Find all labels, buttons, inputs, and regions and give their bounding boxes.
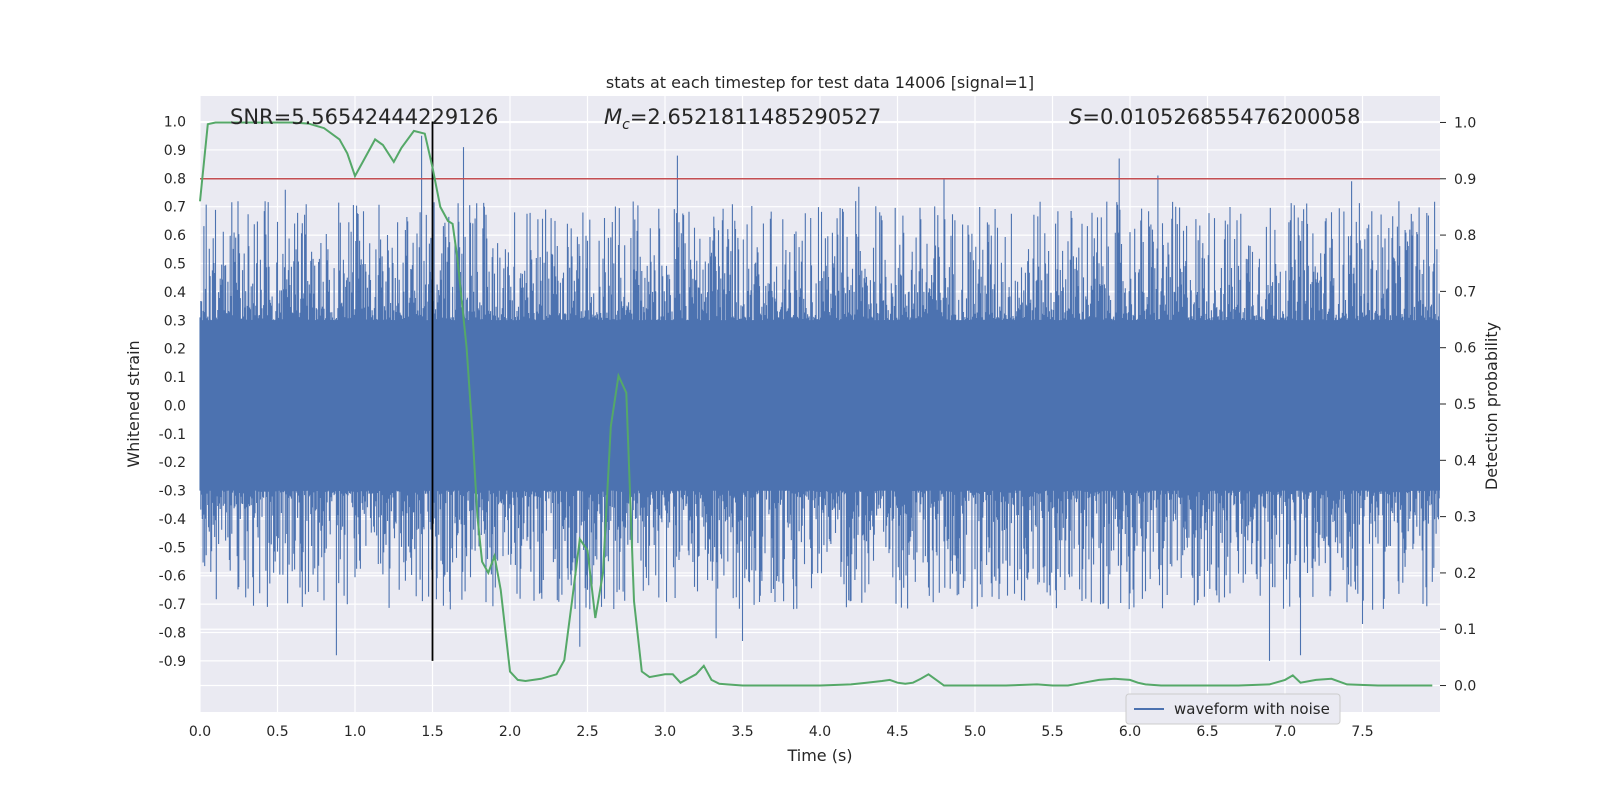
y2-tick-label: 0.5 [1454, 397, 1476, 413]
x-tick-label: 3.5 [731, 724, 753, 740]
ticks: 0.0 0.5 1.0 1.5 2.0 2.5 3.0 3.5 4.0 4.5 5.0 5.5 6.0 6… [159, 115, 1477, 740]
annotation-mc: Mc=2.6521811485290527 [604, 105, 881, 133]
y2-tick-label: 0.9 [1454, 172, 1476, 188]
y-tick-label: -0.7 [159, 597, 186, 613]
chart-title: stats at each timestep for test data 140… [606, 73, 1034, 92]
y2-tick-label: 0.2 [1454, 566, 1476, 582]
legend-box [1125, 693, 1341, 725]
x-tick-label: 6.0 [1119, 724, 1141, 740]
x-tick-label: 5.5 [1041, 724, 1063, 740]
probability-series [199, 121, 1433, 687]
y2-tick-label: 0.4 [1454, 453, 1476, 469]
y-tick-label: -0.5 [159, 540, 186, 556]
y-tick-label: -0.8 [159, 626, 186, 642]
y-tick-label: -0.6 [159, 569, 186, 585]
legend: waveform with noise [1125, 693, 1341, 725]
y-tick-label: -0.3 [159, 484, 186, 500]
overlays [200, 121, 1440, 661]
x-tick-label: 3.0 [654, 724, 676, 740]
annotation-s-symbol: S [1069, 105, 1082, 129]
x-tick-label: 2.5 [576, 724, 598, 740]
y-tick-label: -0.2 [159, 455, 186, 471]
x-tick-label: 2.0 [499, 724, 521, 740]
annotation-s-value: =0.010526855476200058 [1082, 105, 1360, 129]
y-tick-label: 0.8 [164, 171, 186, 187]
y-tick-label: 0.1 [164, 370, 186, 386]
x-tick-label: 1.0 [344, 724, 366, 740]
x-axis-label: Time (s) [786, 746, 852, 765]
annotation-mc-value: =2.6521811485290527 [630, 105, 881, 129]
y2-tick-label: 1.0 [1454, 115, 1476, 131]
y-tick-label: 0.6 [164, 228, 186, 244]
annotation-mc-symbol: M [604, 105, 622, 129]
waveform-line [199, 135, 1440, 661]
probability-line [199, 121, 1433, 687]
y2-tick-label: 0.3 [1454, 510, 1476, 526]
legend-entry: waveform with noise [1174, 700, 1330, 718]
y2-tick-label: 0.8 [1454, 228, 1476, 244]
x-tick-label: 4.0 [809, 724, 831, 740]
x-tick-label: 6.5 [1196, 724, 1218, 740]
y2-tick-label: 0.6 [1454, 341, 1476, 357]
y-axis-label: Whitened strain [124, 340, 143, 467]
y-tick-label: 0.4 [164, 285, 186, 301]
x-tick-label: 7.5 [1351, 724, 1373, 740]
x-tick-label: 1.5 [421, 724, 443, 740]
annotation-s: S=0.010526855476200058 [1069, 105, 1360, 129]
y-tick-label: 0.0 [164, 398, 186, 414]
y-tick-label: -0.9 [159, 654, 186, 670]
y-tick-label: 0.3 [164, 313, 186, 329]
x-tick-label: 0.0 [189, 724, 211, 740]
y2-tick-label: 0.1 [1454, 622, 1476, 638]
y-tick-label: 0.5 [164, 256, 186, 272]
annotation-snr: SNR=5.56542444229126 [230, 105, 498, 129]
x-tick-label: 0.5 [266, 724, 288, 740]
x-tick-label: 7.0 [1274, 724, 1296, 740]
y-tick-label: 0.7 [164, 200, 186, 216]
y2-tick-label: 0.7 [1454, 284, 1476, 300]
y-tick-label: 0.2 [164, 342, 186, 358]
waveform-series [199, 135, 1440, 661]
y-tick-label: 1.0 [164, 115, 186, 131]
x-tick-label: 4.5 [886, 724, 908, 740]
annotation-mc-sub: c [622, 117, 630, 133]
y-tick-label: -0.4 [159, 512, 186, 528]
y-tick-label: -0.1 [159, 427, 186, 443]
y-tick-label: 0.9 [164, 143, 186, 159]
y2-axis-label: Detection probability [1482, 322, 1501, 490]
x-tick-label: 5.0 [964, 724, 986, 740]
y2-tick-label: 0.0 [1454, 679, 1476, 695]
